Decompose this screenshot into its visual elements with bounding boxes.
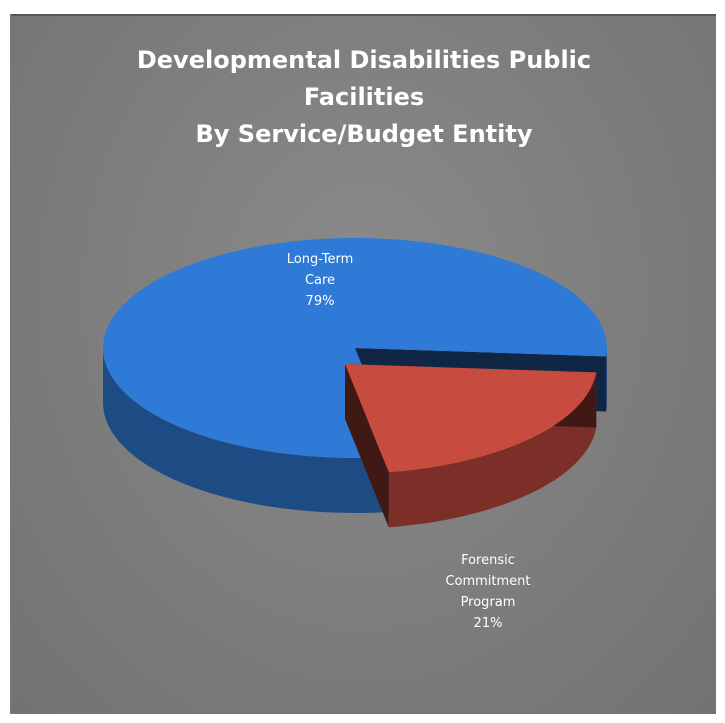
slice-1-cut-wall-1 — [345, 364, 389, 528]
slice-1-label-line-2: Program — [461, 595, 516, 610]
chart-title-line-1: Developmental Disabilities Public — [136, 46, 592, 74]
slice-0-side — [606, 348, 607, 412]
chart-title-line-3: By Service/Budget Entity — [195, 120, 533, 148]
slice-0-label-line-1: Care — [305, 273, 335, 288]
slice-0-label-line-2: 79% — [306, 294, 335, 309]
slice-1-label-line-3: 21% — [474, 616, 503, 631]
slice-1-label-line-0: Forensic — [461, 553, 515, 568]
slice-0-label-line-0: Long-Term — [287, 252, 353, 267]
slice-1-side — [388, 372, 597, 528]
slice-0-top — [103, 238, 607, 458]
slice-1-label-line-1: Commitment — [445, 574, 530, 589]
slice-1-top — [345, 364, 597, 473]
slice-0-side — [103, 348, 399, 513]
chart-title: Developmental Disabilities Public Facili… — [12, 42, 716, 153]
chart-title-line-2: Facilities — [303, 83, 425, 111]
